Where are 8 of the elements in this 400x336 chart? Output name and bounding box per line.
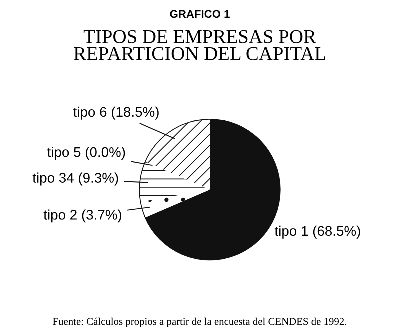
source-note: Fuente: Cálculos propios a partir de la encuesta del CENDES de 1992. — [53, 318, 347, 328]
slice-label: tipo 34 (9.3%) — [32, 172, 118, 186]
slice-label: tipo 6 (18.5%) — [74, 106, 159, 120]
slice-label: tipo 2 (3.7%) — [44, 210, 122, 223]
text: GRAFICO 1 — [170, 10, 230, 18]
category-label: tipo 5 (0.0%) — [47, 147, 126, 160]
chart-title: TIPOS DE EMPRESAS POR REPARTICION DEL CAPITAL — [74, 30, 326, 60]
slice-label: tipo 1 (68.5%) — [274, 226, 360, 239]
